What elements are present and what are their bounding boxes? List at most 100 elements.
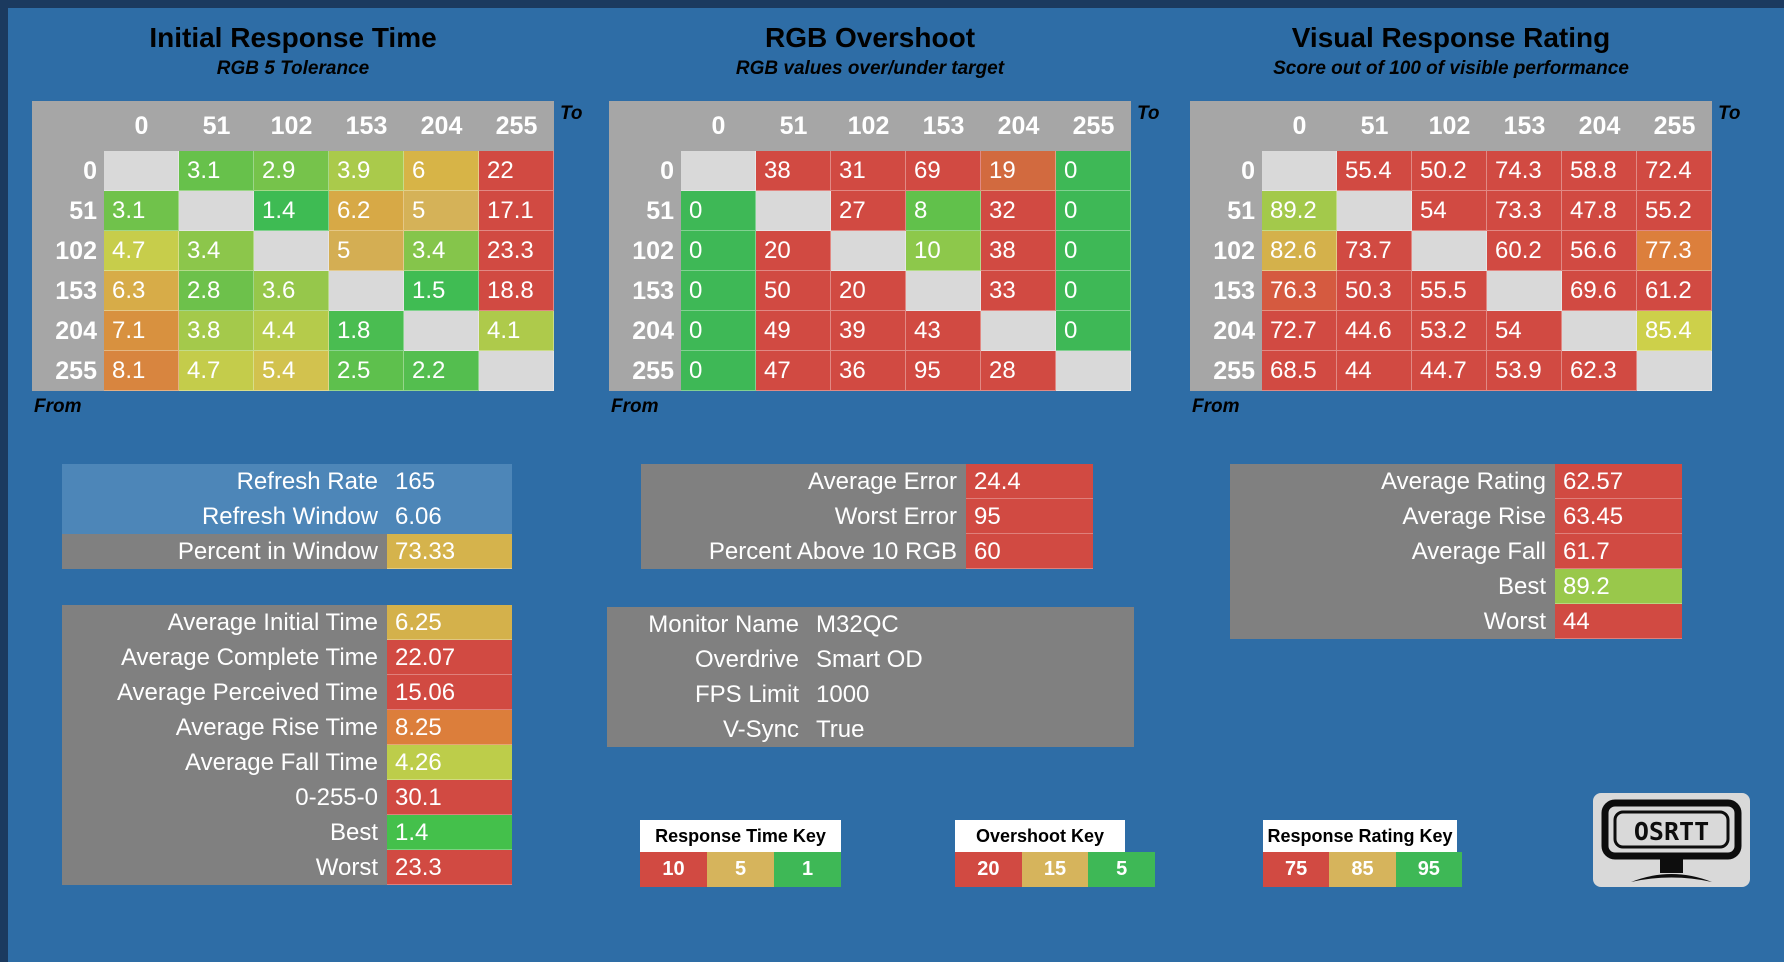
monitor-icon: OSRTT: [1601, 799, 1742, 882]
to-axis-label: To: [1137, 103, 1160, 124]
heatmap-cell: 33: [981, 271, 1056, 311]
heatmap-cell: 6: [404, 151, 479, 191]
summary-row: Best 89.2: [1230, 569, 1682, 604]
summary-value: M32QC: [808, 607, 1134, 642]
col-header: 102: [831, 101, 906, 151]
key-cell: 5: [707, 852, 774, 887]
heatmap-cell: 5: [404, 191, 479, 231]
row-header: 51: [609, 191, 681, 231]
heatmap-cell: 6.2: [329, 191, 404, 231]
key-title: Overshoot Key: [955, 820, 1125, 852]
summary-value: 61.7: [1555, 534, 1682, 569]
heatmap-cell: [756, 191, 831, 231]
heatmap-cell: 3.1: [104, 191, 179, 231]
heatmap-cell: 85.4: [1637, 311, 1712, 351]
heatmap-cell: [179, 191, 254, 231]
heatmap-cell: 39: [831, 311, 906, 351]
summary-row: Average Error 24.4: [641, 464, 1093, 499]
heatmap-cell: 3.8: [179, 311, 254, 351]
key-3: Response Rating Key 75 85 95: [1263, 820, 1462, 887]
row-header: 153: [1190, 271, 1262, 311]
heatmap-cell: 50.2: [1412, 151, 1487, 191]
heatmap-cell: 0: [681, 351, 756, 391]
summary-label: V-Sync: [607, 712, 808, 747]
row-header: 255: [1190, 351, 1262, 391]
heatmap-cell: 32: [981, 191, 1056, 231]
key-cells: 75 85 95: [1263, 852, 1462, 887]
row-header: 204: [1190, 311, 1262, 351]
heatmap-cell: 53.9: [1487, 351, 1562, 391]
heatmap-cell: 72.4: [1637, 151, 1712, 191]
row-header: 51: [32, 191, 104, 231]
col-header: 204: [981, 101, 1056, 151]
heatmap-cell: 38: [756, 151, 831, 191]
summary-row: Refresh Rate 165: [62, 464, 512, 499]
heatmap-cell: 19: [981, 151, 1056, 191]
heatmap-cell: 6.3: [104, 271, 179, 311]
corner-cell: [32, 101, 104, 151]
col-header: 0: [104, 101, 179, 151]
heatmap-subtitle: RGB values over/under target: [735, 58, 1005, 79]
heatmap-cell: 89.2: [1262, 191, 1337, 231]
from-axis-label: From: [1192, 396, 1240, 417]
heatmap-table-2: RGB Overshoot RGB values over/under targe…: [609, 0, 1209, 430]
heatmap-cell: 0: [1056, 271, 1131, 311]
heatmap-cell: 0: [681, 311, 756, 351]
row-header: 51: [1190, 191, 1262, 231]
heatmap-cell: 55.5: [1412, 271, 1487, 311]
summary-value: 1.4: [387, 815, 512, 850]
summary-row: Average Rating 62.57: [1230, 464, 1682, 499]
summary-row: 0-255-0 30.1: [62, 780, 512, 815]
summary-label: Percent in Window: [62, 534, 387, 569]
summary-row: Average Rise Time 8.25: [62, 710, 512, 745]
heatmap-cell: 18.8: [479, 271, 554, 311]
heatmap-cell: 23.3: [479, 231, 554, 271]
heatmap-cell: 2.2: [404, 351, 479, 391]
heatmap-cell: [981, 311, 1056, 351]
heatmap-cell: 36: [831, 351, 906, 391]
summary-label: Average Error: [641, 464, 966, 499]
summary-row: Monitor Name M32QC: [607, 607, 1134, 642]
heatmap-grid: 0 51 102 153 204 255 0 55.4 50.2 74.3 58.8 72.4 51 89…: [1190, 101, 1712, 391]
heatmap-cell: [681, 151, 756, 191]
key-cells: 20 15 5: [955, 852, 1156, 887]
summary-row: Average Fall Time 4.26: [62, 745, 512, 780]
key-cell: 75: [1263, 852, 1330, 887]
summary-box-refresh: Refresh Rate 165 Refresh Window 6.06 Percent…: [62, 464, 512, 569]
row-header: 0: [609, 151, 681, 191]
key-title: Response Rating Key: [1263, 820, 1457, 852]
summary-label: Average Rating: [1230, 464, 1555, 499]
heatmap-cell: 44.6: [1337, 311, 1412, 351]
summary-box-error: Average Error 24.4 Worst Error 95 Percent Ab…: [641, 464, 1093, 569]
heatmap-table-1: Initial Response Time RGB 5 Tolerance 0 51 1…: [32, 0, 632, 430]
summary-value: 8.25: [387, 710, 512, 745]
row-header: 204: [32, 311, 104, 351]
left-edge-border: [0, 0, 8, 962]
heatmap-cell: 47.8: [1562, 191, 1637, 231]
summary-label: Average Fall: [1230, 534, 1555, 569]
summary-row: Best 1.4: [62, 815, 512, 850]
heatmap-cell: 76.3: [1262, 271, 1337, 311]
heatmap-cell: 0: [1056, 231, 1131, 271]
heatmap-cell: 49: [756, 311, 831, 351]
summary-label: Worst Error: [641, 499, 966, 534]
summary-box-averages: Average Initial Time 6.25 Average Complete…: [62, 605, 512, 885]
heatmap-cell: [1412, 231, 1487, 271]
corner-cell: [1190, 101, 1262, 151]
key-cells: 10 5 1: [640, 852, 841, 887]
row-header: 255: [609, 351, 681, 391]
summary-value: 6.06: [387, 499, 512, 534]
heatmap-cell: 62.3: [1562, 351, 1637, 391]
from-axis-label: From: [34, 396, 82, 417]
heatmap-cell: 31: [831, 151, 906, 191]
col-header: 0: [681, 101, 756, 151]
row-header: 102: [1190, 231, 1262, 271]
heatmap-cell: 3.4: [404, 231, 479, 271]
heatmap-title: Initial Response Time: [149, 22, 437, 53]
heatmap-cell: 53.2: [1412, 311, 1487, 351]
summary-label: Average Rise Time: [62, 710, 387, 745]
key-2: Overshoot Key 20 15 5: [955, 820, 1156, 887]
heatmap-cell: 0: [1056, 151, 1131, 191]
summary-label: Average Fall Time: [62, 745, 387, 780]
